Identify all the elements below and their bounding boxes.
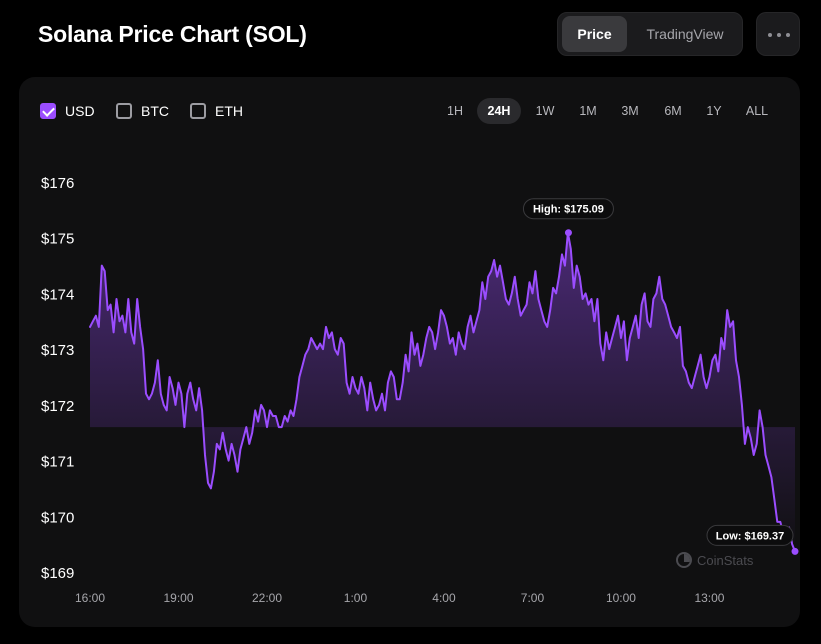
y-tick-label: $171 [41,454,74,471]
range-24h[interactable]: 24H [477,98,521,124]
view-toggle: Price TradingView [557,12,743,56]
x-tick-label: 10:00 [606,591,636,605]
tab-tradingview[interactable]: TradingView [646,26,724,42]
high-label-box [522,198,614,220]
annotations: High: $175.09 Low: $169.37 [522,198,799,555]
y-tick-label: $170 [41,509,74,526]
currency-label: BTC [141,103,169,119]
y-tick-label: $174 [41,286,74,303]
coinstats-logo-icon [676,552,692,568]
page-title: Solana Price Chart (SOL) [38,21,307,47]
currency-label: USD [65,103,95,119]
y-tick-label: $169 [41,565,74,582]
range-1m[interactable]: 1M [579,104,597,118]
x-tick-label: 1:00 [344,591,368,605]
low-label-box [706,524,794,546]
high-label: High: $175.09 [533,204,604,216]
range-6m[interactable]: 6M [664,104,682,118]
checkbox-icon[interactable] [190,103,206,119]
y-tick-label: $173 [41,342,74,359]
currency-label: ETH [215,103,243,119]
x-tick-label: 16:00 [75,591,105,605]
watermark-text: CoinStats [697,552,754,568]
x-tick-label: 13:00 [694,591,724,605]
y-tick-label: $176 [41,175,74,192]
range-1h[interactable]: 1H [447,104,463,118]
currency-toggle-btc[interactable]: BTC [116,101,169,121]
price-line [89,231,796,553]
price-area-fill [90,232,795,552]
y-axis: $176 $175 $174 $173 $172 $171 $170 $169 [41,175,74,582]
more-horizontal-icon [786,33,790,37]
more-horizontal-icon [777,33,781,37]
x-axis: 16:00 19:00 22:00 1:00 4:00 7:00 10:00 13:00 [75,591,725,605]
low-label: Low: $169.37 [716,530,784,542]
range-3m[interactable]: 3M [621,104,639,118]
y-tick-label: $172 [41,398,74,415]
currency-toggle-eth[interactable]: ETH [190,101,243,121]
high-marker [564,229,572,237]
watermark: CoinStats [676,552,753,568]
checkbox-checked-icon[interactable] [40,103,56,119]
x-tick-label: 19:00 [163,591,193,605]
tab-price[interactable]: Price [562,16,627,52]
low-marker [791,547,799,555]
range-all[interactable]: ALL [745,104,769,118]
more-horizontal-icon [768,33,772,37]
checkbox-icon[interactable] [116,103,132,119]
y-tick-label: $175 [41,231,74,248]
currency-toggle-usd[interactable]: USD [40,101,95,121]
more-button[interactable] [756,12,800,56]
x-tick-label: 4:00 [432,591,456,605]
x-tick-label: 7:00 [521,591,545,605]
range-1w[interactable]: 1W [535,104,555,118]
range-1y[interactable]: 1Y [706,104,722,118]
x-tick-label: 22:00 [252,591,282,605]
